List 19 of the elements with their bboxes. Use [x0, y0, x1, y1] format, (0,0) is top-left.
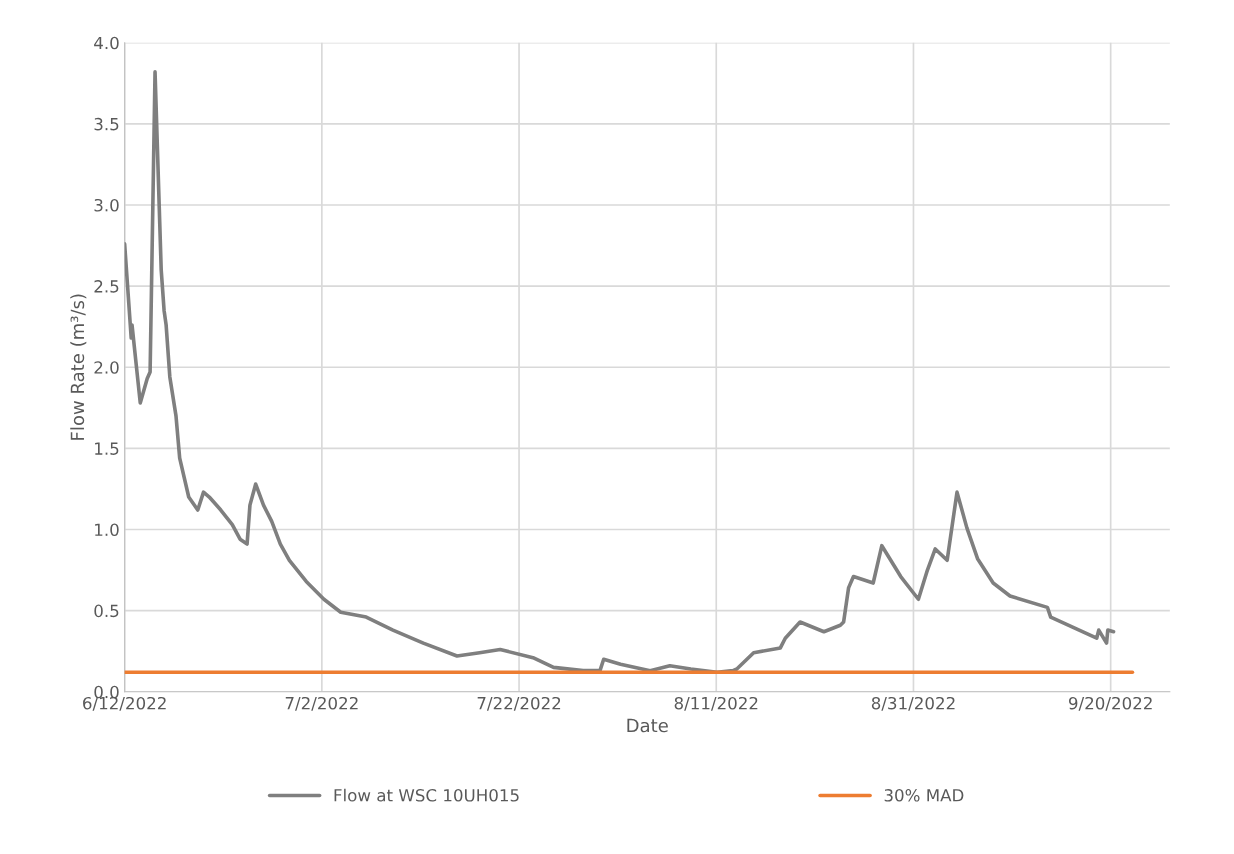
x-tick-label: 7/2/2022 — [285, 696, 358, 711]
y-tick-label: 3.0 — [94, 198, 119, 212]
y-tick-label: 4.0 — [94, 36, 119, 50]
y-tick-label: 1.0 — [95, 523, 119, 537]
x-tick-label: 8/11/2022 — [674, 696, 758, 711]
y-axis-title: Flow Rate (m³/s) — [70, 294, 87, 440]
y-tick-label: 0.5 — [94, 604, 119, 618]
x-tick-label: 8/31/2022 — [871, 696, 955, 711]
y-tick-label: 1.5 — [95, 442, 119, 455]
y-tick-label: 3.5 — [94, 117, 119, 131]
x-tick-label: 9/20/2022 — [1068, 696, 1152, 711]
y-tick-label: 2.5 — [94, 280, 119, 293]
legend-label: 30% MAD — [884, 789, 964, 802]
x-axis-title: Date — [627, 718, 668, 733]
y-tick-label: 0.0 — [94, 685, 119, 699]
x-tick-label: 7/22/2022 — [477, 696, 561, 711]
legend-label: Flow at WSC 10UH015 — [334, 788, 519, 802]
y-tick-label: 2.0 — [94, 361, 119, 374]
x-tick-label: 6/12/2022 — [83, 696, 166, 711]
